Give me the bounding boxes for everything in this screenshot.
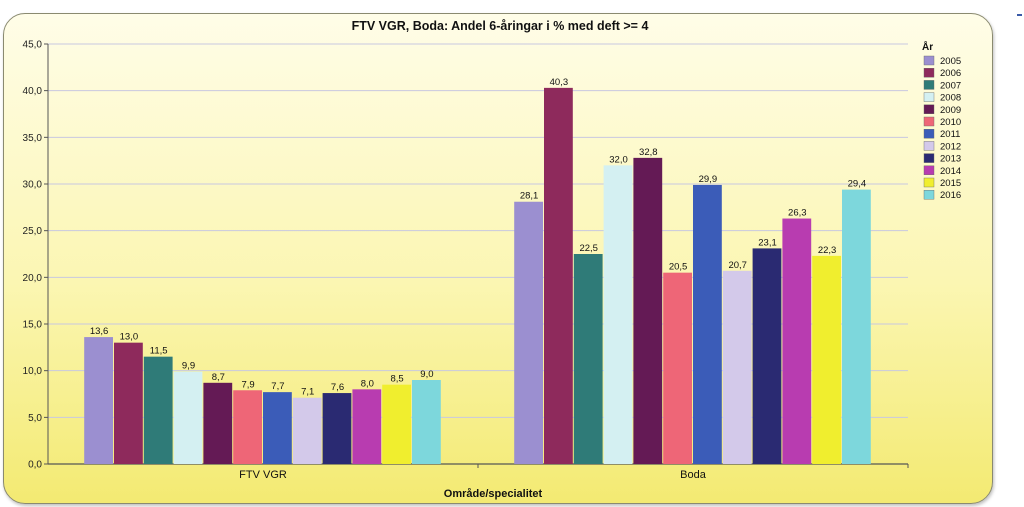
- legend-swatch-2012: [923, 141, 935, 151]
- bar-2013-boda: [752, 248, 782, 464]
- legend-swatch-2005: [923, 55, 935, 66]
- data-label: 28,1: [520, 191, 539, 202]
- legend-item-2012: 2012: [940, 141, 961, 152]
- data-label: 32,0: [609, 154, 628, 165]
- bar-2008-boda: [603, 165, 633, 465]
- legend-item-2014: 2014: [940, 166, 961, 177]
- data-label: 29,4: [848, 179, 867, 190]
- bars: [84, 87, 871, 465]
- bar-2016-ftv-vgr: [412, 380, 441, 464]
- bar-2014-ftv-vgr: [352, 389, 382, 464]
- bar-2006-ftv-vgr: [114, 342, 143, 464]
- data-label: 22,3: [818, 245, 837, 256]
- bar-2010-boda: [663, 272, 692, 464]
- data-label: 22,5: [579, 243, 598, 254]
- y-tick-label: 40,0: [23, 86, 43, 97]
- data-label: 7,9: [241, 379, 254, 390]
- legend-item-2007: 2007: [940, 80, 961, 91]
- bar-2008-ftv-vgr: [173, 371, 203, 464]
- bar-2012-boda: [722, 270, 752, 464]
- legend-item-2008: 2008: [940, 93, 961, 104]
- bar-2014-boda: [782, 218, 812, 464]
- bar-2009-boda: [633, 157, 663, 464]
- bar-2005-boda: [514, 201, 543, 464]
- legend: År 2005200620072008200920102011201220132…: [922, 40, 961, 201]
- data-label: 40,3: [550, 77, 569, 88]
- legend-title: År: [922, 40, 933, 53]
- data-label: 9,0: [420, 369, 433, 380]
- data-label: 8,7: [212, 372, 225, 383]
- bar-2005-ftv-vgr: [84, 337, 113, 464]
- data-label: 20,5: [669, 262, 688, 273]
- legend-item-2010: 2010: [940, 117, 961, 128]
- grid-lines: [48, 43, 908, 418]
- legend-swatch-2007: [923, 80, 935, 90]
- legend-item-2006: 2006: [940, 68, 961, 79]
- y-tick-label: 25,0: [23, 226, 43, 237]
- data-label: 8,5: [390, 374, 403, 385]
- bar-2011-boda: [693, 184, 722, 464]
- data-label: 8,0: [361, 378, 374, 389]
- bar-2009-ftv-vgr: [203, 382, 233, 464]
- legend-item-2016: 2016: [940, 190, 961, 201]
- bar-2015-ftv-vgr: [382, 384, 411, 464]
- data-label: 7,7: [271, 381, 284, 392]
- data-label: 20,7: [728, 260, 747, 271]
- data-label: 32,8: [639, 147, 658, 158]
- legend-item-2013: 2013: [940, 154, 961, 165]
- legend-swatch-2008: [923, 92, 935, 102]
- bar-2013-ftv-vgr: [322, 393, 352, 464]
- y-tick-label: 20,0: [23, 273, 43, 284]
- bar-2011-ftv-vgr: [263, 392, 292, 464]
- data-labels: 13,6 13,0 11,5 9,9 8,7 7,9 7,7 7,1 7,6 8,0 8,5 9,0 2…: [90, 77, 866, 398]
- x-category-label: Boda: [680, 469, 707, 481]
- legend-item-2005: 2005: [940, 56, 961, 67]
- data-label: 7,1: [301, 387, 314, 398]
- bar-2010-ftv-vgr: [233, 390, 262, 464]
- legend-swatch-2015: [923, 177, 935, 188]
- legend-swatch-2014: [923, 165, 935, 176]
- legend-item-2009: 2009: [940, 105, 961, 116]
- bar-2015-boda: [812, 255, 841, 464]
- legend-swatch-2009: [923, 104, 935, 115]
- bar-chart: FTV VGR, Boda: Andel 6-åringar i % med d…: [23, 19, 962, 500]
- y-tick-label: 30,0: [23, 180, 43, 191]
- data-label: 7,6: [331, 382, 344, 393]
- y-tick-label: 35,0: [23, 133, 43, 144]
- bar-2007-boda: [573, 254, 603, 464]
- legend-swatch-2010: [923, 116, 935, 127]
- x-category-label: FTV VGR: [239, 469, 287, 481]
- chart-title: FTV VGR, Boda: Andel 6-åringar i % med d…: [352, 19, 649, 33]
- chart-frame: FTV VGR, Boda: Andel 6-åringar i % med d…: [3, 13, 993, 504]
- legend-swatch-2011: [923, 128, 935, 139]
- data-label: 13,0: [120, 332, 139, 343]
- legend-item-2015: 2015: [940, 178, 961, 189]
- data-label: 9,9: [182, 361, 195, 372]
- data-label: 23,1: [758, 237, 777, 248]
- data-label: 13,6: [90, 326, 109, 337]
- x-axis-title: Område/specialitet: [444, 488, 543, 500]
- legend-swatch-2016: [923, 189, 935, 200]
- legend-swatch-2006: [923, 68, 935, 78]
- data-label: 29,9: [699, 174, 718, 185]
- y-tick-label: 0,0: [28, 460, 42, 471]
- data-label: 26,3: [788, 208, 807, 219]
- legend-item-2011: 2011: [940, 129, 960, 140]
- bar-2006-boda: [544, 87, 573, 464]
- bar-2012-ftv-vgr: [292, 397, 322, 464]
- bar-2007-ftv-vgr: [143, 356, 173, 464]
- data-label: 11,5: [150, 346, 168, 357]
- y-tick-label: 10,0: [23, 366, 43, 377]
- y-tick-label: 45,0: [23, 40, 43, 51]
- y-tick-label: 15,0: [23, 320, 43, 331]
- corner-mark: [1017, 14, 1022, 16]
- bar-2016-boda: [842, 189, 871, 464]
- y-tick-label: 5,0: [28, 413, 42, 424]
- legend-swatch-2013: [923, 153, 935, 163]
